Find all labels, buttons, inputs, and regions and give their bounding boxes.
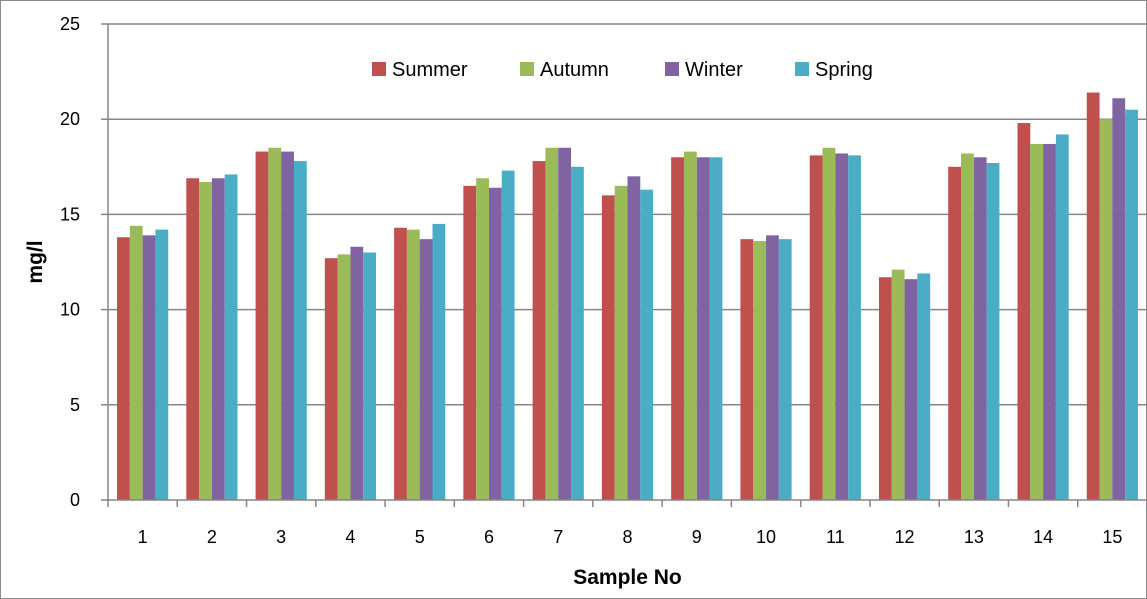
bar-spring: [709, 157, 723, 500]
x-tick-label: 12: [895, 527, 915, 547]
legend-label-winter: Winter: [685, 59, 743, 81]
bar-summer: [255, 151, 269, 500]
bar-autumn: [337, 254, 351, 500]
x-tick-label: 5: [415, 527, 425, 547]
bar-spring: [571, 166, 584, 501]
bar-spring: [917, 273, 931, 500]
bar-summer: [671, 157, 684, 500]
bar-spring: [986, 162, 1000, 500]
bar-autumn: [199, 182, 212, 501]
bar-winter: [419, 239, 433, 501]
bar-summer: [463, 185, 477, 500]
bar-spring: [1055, 134, 1069, 500]
bar-autumn: [961, 153, 974, 501]
x-tick-label: 1: [138, 527, 148, 547]
bar-winter: [211, 178, 225, 500]
bar-spring: [155, 229, 169, 500]
y-tick-label: 25: [60, 14, 80, 34]
x-tick-label: 9: [692, 527, 702, 547]
x-axis-title: Sample No: [573, 566, 682, 589]
bar-spring: [1125, 109, 1138, 501]
legend-label-spring: Spring: [815, 59, 873, 81]
bar-spring: [848, 155, 861, 500]
bar-series-group: [117, 92, 1138, 501]
x-tick-label: 7: [553, 527, 563, 547]
bar-summer: [878, 277, 892, 500]
bar-spring: [224, 174, 238, 500]
bar-autumn: [683, 151, 697, 500]
bar-summer: [601, 195, 615, 501]
bar-autumn: [1099, 119, 1113, 500]
x-tick-label: 14: [1033, 527, 1053, 547]
bar-winter: [835, 153, 849, 501]
bar-winter: [973, 157, 987, 500]
legend: Summer Autumn Winter Spring: [372, 59, 873, 81]
bar-summer: [948, 166, 962, 501]
y-tick-label: 5: [70, 395, 80, 415]
bar-summer: [1086, 92, 1100, 500]
bar-spring: [432, 223, 446, 501]
bar-summer: [117, 237, 130, 501]
bar-spring: [501, 170, 515, 500]
bar-autumn: [268, 147, 282, 500]
bar-spring: [640, 189, 654, 500]
bar-autumn: [406, 229, 420, 500]
bar-winter: [766, 235, 779, 500]
x-tick-label: 4: [345, 527, 355, 547]
bar-autumn: [614, 185, 628, 500]
x-tick-label: 11: [826, 527, 845, 547]
bar-winter: [142, 235, 156, 500]
bar-summer: [324, 258, 338, 500]
bar-summer: [532, 161, 546, 500]
y-tick-label: 15: [60, 204, 80, 224]
x-tick-label: 3: [276, 527, 286, 547]
bar-winter: [1043, 143, 1056, 500]
bar-spring: [363, 252, 377, 500]
bar-winter: [904, 279, 918, 500]
x-tick-labels: 1 2 3 4 5 6 7 8 9 10 11 12 13 14 15: [138, 527, 1123, 547]
bar-summer: [1017, 123, 1031, 501]
bar-winter: [350, 246, 364, 500]
bar-autumn: [129, 225, 143, 500]
bar-autumn: [753, 241, 767, 500]
bar-winter: [1112, 98, 1126, 501]
y-tick-label: 20: [60, 109, 80, 129]
bar-summer: [186, 178, 200, 500]
bar-winter: [627, 176, 641, 500]
bar-summer: [740, 239, 754, 501]
bar-winter: [281, 151, 294, 500]
x-tick-label: 10: [756, 527, 776, 547]
bar-autumn: [1030, 143, 1044, 500]
x-tick-label: 2: [207, 527, 217, 547]
axes: [101, 23, 1147, 507]
legend-swatch-winter: [665, 62, 679, 76]
bar-winter: [558, 147, 572, 500]
y-tick-label: 10: [60, 300, 80, 320]
bar-summer: [809, 155, 823, 500]
legend-swatch-autumn: [520, 62, 534, 76]
legend-label-summer: Summer: [392, 59, 468, 81]
bar-winter: [696, 157, 710, 500]
bar-spring: [293, 161, 307, 500]
bar-autumn: [545, 147, 559, 500]
legend-label-autumn: Autumn: [540, 59, 609, 81]
bar-autumn: [891, 269, 905, 500]
bar-autumn: [822, 147, 836, 500]
bar-spring: [778, 239, 792, 501]
y-tick-labels: 0 5 10 15 20 25: [60, 14, 80, 510]
y-tick-label: 0: [70, 490, 80, 510]
bar-winter: [488, 187, 502, 500]
legend-swatch-spring: [795, 62, 809, 76]
x-tick-label: 15: [1102, 527, 1122, 547]
x-tick-label: 13: [964, 527, 984, 547]
y-axis-title: mg/l: [24, 240, 47, 283]
x-tick-label: 6: [484, 527, 494, 547]
x-tick-label: 8: [622, 527, 632, 547]
legend-swatch-summer: [372, 62, 386, 76]
bar-autumn: [476, 178, 489, 500]
bar-summer: [394, 227, 407, 500]
